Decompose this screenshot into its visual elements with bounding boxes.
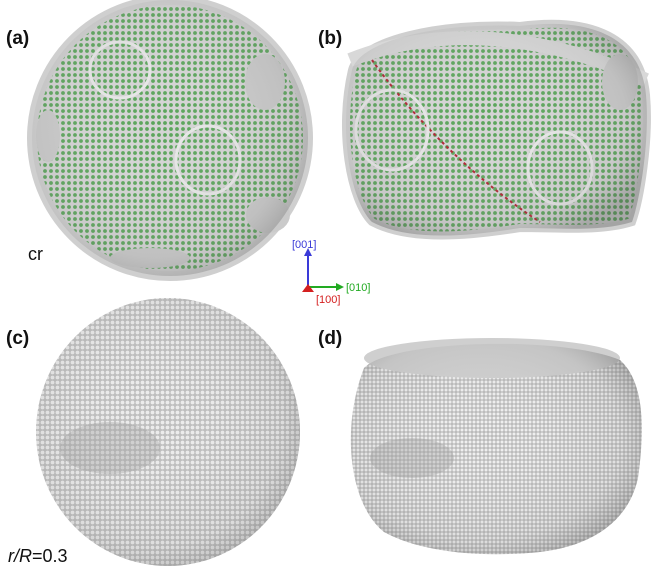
panel-label-c: (c) [6,328,30,349]
x-axis-label: [100] [316,294,340,306]
panel-b-particle [341,19,651,240]
ratio-label: r/R=0.3 [8,546,68,567]
axis-triad: [001] [010] [100] [292,239,370,306]
panel-label-a: (a) [6,28,30,49]
panel-label-b: (b) [318,28,343,49]
panel-a-sphere [27,0,313,281]
ratio-value: =0.3 [32,546,68,566]
panel-c-sphere [36,298,300,566]
ratio-variable: r/R [8,546,32,566]
y-axis-label: [010] [346,282,370,294]
panel-label-d: (d) [318,328,343,349]
x-axis-arrow [302,284,314,292]
structure-label: cr [28,244,43,264]
panel-d-particle [350,338,642,555]
z-axis-label: [001] [292,239,316,251]
